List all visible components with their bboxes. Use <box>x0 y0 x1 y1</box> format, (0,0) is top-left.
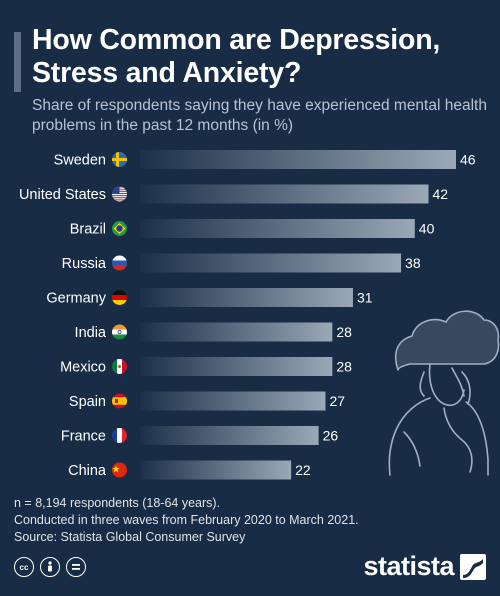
usa-flag-icon <box>112 186 127 202</box>
statista-logo-icon <box>460 553 486 580</box>
india-flag-icon <box>112 324 127 340</box>
bar-row: Russia 38 <box>62 253 421 273</box>
bar-row: Spain 27 <box>69 391 345 411</box>
value-label: 28 <box>336 359 352 375</box>
france-flag-icon <box>112 428 127 443</box>
category-label: Mexico <box>60 360 106 376</box>
category-label: Germany <box>46 291 106 307</box>
license-icons: cc <box>14 557 86 577</box>
value-label: 42 <box>433 186 449 202</box>
bar <box>140 322 333 342</box>
value-label: 31 <box>357 290 373 306</box>
bar-row: France 26 <box>61 426 339 445</box>
chart-title: How Common are Depression, Stress and An… <box>32 24 441 89</box>
value-label: 38 <box>405 255 421 271</box>
bar <box>140 460 292 480</box>
bar <box>140 219 415 238</box>
bar <box>140 253 402 273</box>
bar-row: China 22 <box>68 460 311 480</box>
title-accent-bar <box>14 32 21 92</box>
person-under-cloud-illustration <box>388 310 500 476</box>
bar <box>140 288 353 307</box>
value-label: 46 <box>460 152 476 168</box>
category-label: Spain <box>69 394 106 410</box>
spain-flag-icon <box>112 393 127 409</box>
waves-note: Conducted in three waves from February 2… <box>14 513 359 527</box>
mexico-flag-icon <box>112 359 127 374</box>
bar-row: Mexico 28 <box>60 357 352 376</box>
nd-icon[interactable] <box>66 557 86 577</box>
by-icon[interactable] <box>40 557 60 577</box>
category-label: France <box>61 429 106 445</box>
bar-row: Germany 31 <box>46 288 373 307</box>
value-label: 28 <box>336 324 352 340</box>
category-label: China <box>68 463 107 479</box>
bar <box>140 150 456 169</box>
bar <box>140 357 333 376</box>
category-label: Russia <box>62 256 107 272</box>
bar-row: Sweden 46 <box>54 150 476 169</box>
brazil-flag-icon <box>112 221 127 236</box>
germany-flag-icon <box>112 290 127 305</box>
value-label: 27 <box>329 393 345 409</box>
statista-logo[interactable]: statista <box>363 551 486 582</box>
bar-row: Brazil 40 <box>70 219 435 238</box>
category-label: India <box>75 325 107 341</box>
value-label: 26 <box>323 428 339 444</box>
value-label: 22 <box>295 462 311 478</box>
cc-icon[interactable]: cc <box>14 557 34 577</box>
chart-notes: n = 8,194 respondents (18-64 years). Con… <box>14 495 474 546</box>
sample-note: n = 8,194 respondents (18-64 years). <box>14 496 221 510</box>
sweden-flag-icon <box>112 152 127 167</box>
bar <box>140 184 429 204</box>
russia-flag-icon <box>112 255 127 271</box>
chart-subtitle: Share of respondents saying they have ex… <box>32 97 487 134</box>
logo-text: statista <box>363 551 454 581</box>
category-label: Sweden <box>54 153 106 169</box>
source-note: Source: Statista Global Consumer Survey <box>14 530 246 544</box>
bar-chart: Sweden 46 United States 42 Brazil 40 Russia 38 G… <box>19 150 500 480</box>
bar-row: India 28 <box>75 322 352 342</box>
bar-row: United States 42 <box>19 184 449 204</box>
category-label: Brazil <box>70 222 106 238</box>
value-label: 40 <box>419 221 435 237</box>
china-flag-icon <box>112 462 127 478</box>
category-label: United States <box>19 187 106 203</box>
bar <box>140 426 319 445</box>
bar <box>140 391 326 411</box>
